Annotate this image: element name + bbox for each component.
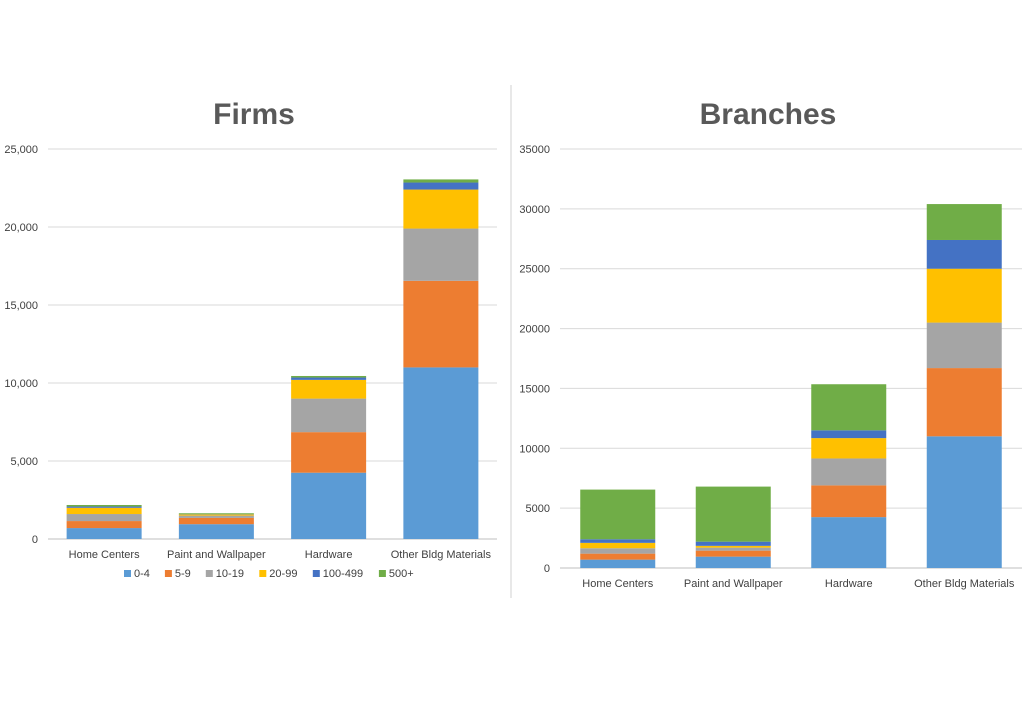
legend-label-20-99: 20-99 bbox=[269, 568, 297, 580]
branches-bar-hardware-10-19 bbox=[811, 458, 887, 486]
legend-label-100-499: 100-499 bbox=[323, 568, 363, 580]
firms-category-label: Home Centers bbox=[69, 549, 140, 561]
firms-bar-home-centers-0-4 bbox=[66, 528, 142, 539]
firms-bar-other-bldg-materials-0-4 bbox=[403, 367, 479, 539]
branches-ytick-label: 20000 bbox=[519, 324, 550, 336]
branches-bar-home-centers-10-19 bbox=[580, 548, 656, 554]
branches-bar-other-bldg-materials-500 bbox=[926, 204, 1002, 240]
firms-bar-paint-and-wallpaper-5-9 bbox=[178, 517, 254, 525]
firms-ytick-label: 15,000 bbox=[4, 300, 38, 312]
firms-bar-paint-and-wallpaper-500 bbox=[178, 513, 254, 515]
branches-bar-hardware-0-4 bbox=[811, 517, 887, 568]
branches-ytick-label: 10000 bbox=[519, 443, 550, 455]
legend-swatch-5-9 bbox=[164, 570, 172, 577]
branches-bar-home-centers-500 bbox=[580, 489, 656, 540]
firms-bar-other-bldg-materials-100-499 bbox=[403, 182, 479, 190]
legend-swatch-10-19 bbox=[205, 570, 213, 577]
branches-bar-hardware-5-9 bbox=[811, 485, 887, 518]
branches-bar-other-bldg-materials-20-99 bbox=[926, 268, 1002, 323]
branches-bar-paint-and-wallpaper-500 bbox=[695, 486, 771, 542]
branches-bar-other-bldg-materials-10-19 bbox=[926, 322, 1002, 369]
branches-ytick-label: 30000 bbox=[519, 204, 550, 216]
branches-ytick-label: 25000 bbox=[519, 264, 550, 276]
firms-bar-home-centers-100-499 bbox=[66, 506, 142, 508]
legend-label-10-19: 10-19 bbox=[216, 568, 244, 580]
legend-swatch-500 bbox=[378, 570, 386, 577]
branches-category-label: Home Centers bbox=[582, 578, 653, 590]
branches-bar-other-bldg-materials-100-499 bbox=[926, 239, 1002, 269]
firms-bar-other-bldg-materials-20-99 bbox=[403, 189, 479, 229]
branches-bar-paint-and-wallpaper-0-4 bbox=[695, 556, 771, 568]
firms-bar-hardware-5-9 bbox=[291, 432, 367, 473]
branches-ytick-label: 35000 bbox=[519, 144, 550, 156]
firms-bar-home-centers-20-99 bbox=[66, 507, 142, 515]
branches-bar-paint-and-wallpaper-5-9 bbox=[695, 550, 771, 557]
firms-chart-title: Firms bbox=[213, 98, 295, 131]
branches-bar-other-bldg-materials-5-9 bbox=[926, 368, 1002, 437]
firms-bar-hardware-10-19 bbox=[291, 398, 367, 433]
legend-label-5-9: 5-9 bbox=[175, 568, 191, 580]
branches-bar-home-centers-0-4 bbox=[580, 559, 656, 568]
firms-bar-paint-and-wallpaper-20-99 bbox=[178, 514, 254, 516]
firms-ytick-label: 25,000 bbox=[4, 144, 38, 156]
firms-category-label: Hardware bbox=[305, 549, 353, 561]
firms-category-label: Other Bldg Materials bbox=[391, 549, 492, 561]
branches-bar-hardware-100-499 bbox=[811, 430, 887, 439]
branches-category-label: Paint and Wallpaper bbox=[684, 578, 783, 590]
branches-bar-home-centers-20-99 bbox=[580, 542, 656, 549]
firms-ytick-label: 10,000 bbox=[4, 378, 38, 390]
branches-bar-hardware-20-99 bbox=[811, 438, 887, 459]
firms-bar-hardware-100-499 bbox=[291, 377, 367, 380]
branches-bar-home-centers-5-9 bbox=[580, 553, 656, 560]
firms-bar-paint-and-wallpaper-10-19 bbox=[178, 515, 254, 518]
firms-bar-home-centers-500 bbox=[66, 504, 142, 507]
firms-bar-home-centers-10-19 bbox=[66, 514, 142, 522]
legend-label-0-4: 0-4 bbox=[134, 568, 150, 580]
firms-bar-paint-and-wallpaper-0-4 bbox=[178, 524, 254, 539]
branches-ytick-label: 5000 bbox=[526, 503, 550, 515]
branches-bar-hardware-500 bbox=[811, 384, 887, 431]
legend-swatch-0-4 bbox=[124, 570, 131, 577]
firms-bar-other-bldg-materials-10-19 bbox=[403, 228, 479, 281]
branches-category-label: Hardware bbox=[825, 578, 873, 590]
legend-swatch-20-99 bbox=[259, 570, 267, 577]
firms-chart: Firms 0 5,000 10,000 15,000 20,000 25,000 Hom… bbox=[4, 98, 497, 580]
branches-category-label: Other Bldg Materials bbox=[914, 578, 1015, 590]
firms-ytick-label: 0 bbox=[32, 534, 38, 546]
firms-category-label: Paint and Wallpaper bbox=[167, 549, 266, 561]
firms-bar-other-bldg-materials-5-9 bbox=[403, 280, 479, 368]
branches-bar-paint-and-wallpaper-20-99 bbox=[695, 545, 771, 548]
firms-ytick-label: 20,000 bbox=[4, 222, 38, 234]
branches-bar-paint-and-wallpaper-100-499 bbox=[695, 541, 771, 546]
firms-ytick-label: 5,000 bbox=[10, 456, 38, 468]
firms-bar-hardware-500 bbox=[291, 375, 367, 378]
firms-bar-hardware-20-99 bbox=[291, 379, 367, 399]
branches-chart: Branches 0 5000 10000 15000 20000 25000 30000 3… bbox=[519, 98, 1022, 590]
branches-ytick-label: 0 bbox=[544, 563, 550, 575]
branches-bar-home-centers-100-499 bbox=[580, 539, 656, 543]
legend-label-500: 500+ bbox=[389, 568, 414, 580]
branches-ytick-label: 15000 bbox=[519, 383, 550, 395]
legend-swatch-100-499 bbox=[312, 570, 320, 577]
firms-bar-hardware-0-4 bbox=[291, 472, 367, 539]
branches-bar-other-bldg-materials-0-4 bbox=[926, 436, 1002, 568]
branches-chart-title: Branches bbox=[700, 98, 837, 131]
branches-bar-paint-and-wallpaper-10-19 bbox=[695, 547, 771, 551]
firms-bar-other-bldg-materials-500 bbox=[403, 179, 479, 183]
firms-bar-home-centers-5-9 bbox=[66, 521, 142, 529]
